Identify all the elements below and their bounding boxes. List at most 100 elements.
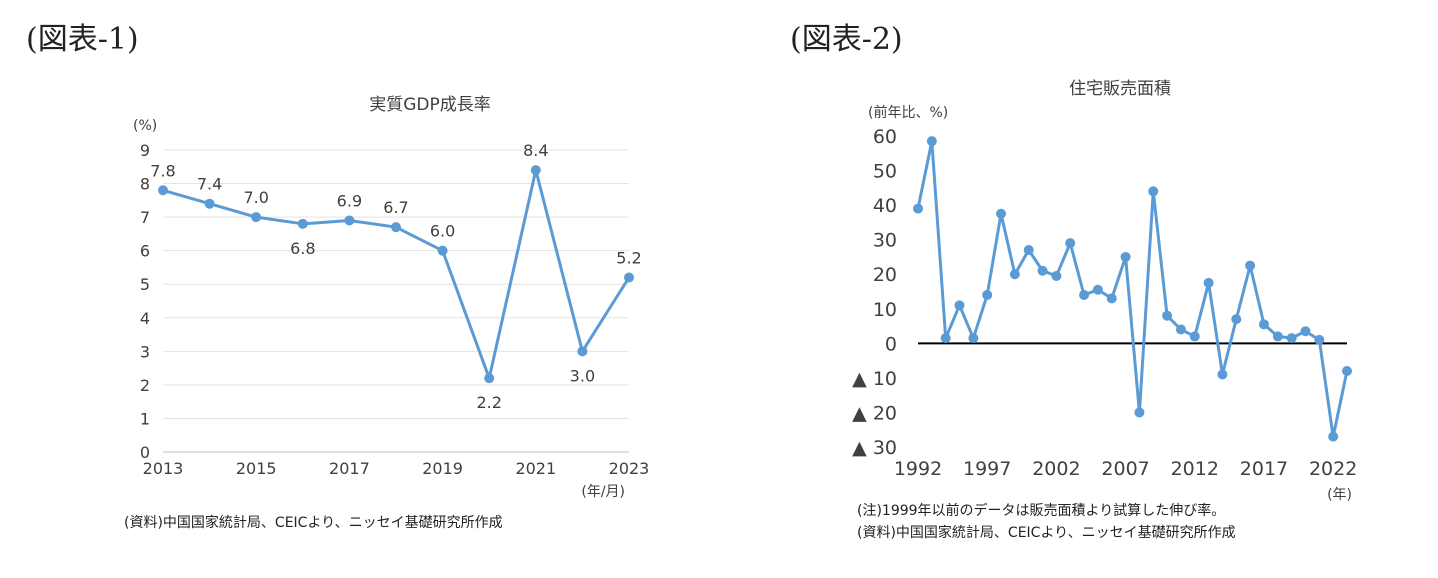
- chart2-point: [1134, 407, 1145, 418]
- chart2-point: [968, 333, 979, 344]
- chart2-y-tick: 40: [873, 195, 897, 217]
- figure1-label: (図表-1): [26, 22, 139, 57]
- chart2-point: [1009, 269, 1020, 280]
- chart2-point: [913, 203, 923, 214]
- chart2-point: [1023, 245, 1034, 256]
- chart2-point: [954, 300, 965, 311]
- gdp-growth-chart: 実質GDP成長率 (%) 0 1 2 3 4 5 6 7 8 9 2013 2015 2017 2019 202…: [133, 95, 649, 500]
- chart2-point: [940, 333, 951, 344]
- chart2-y-tick: 60: [873, 126, 897, 148]
- chart2-y-tick: 30: [873, 230, 897, 252]
- chart2-point: [1245, 260, 1256, 271]
- chart1-point: [297, 218, 308, 229]
- chart2-point: [926, 136, 937, 147]
- chart1-point: [437, 245, 448, 256]
- chart2-y-tick: 10: [873, 299, 897, 321]
- chart2-y-tick: 50: [873, 161, 897, 183]
- chart1-point: [158, 185, 168, 196]
- chart2-point: [1065, 238, 1076, 249]
- chart1-data-label: 6.0: [430, 222, 455, 241]
- chart2-point: [1148, 186, 1159, 197]
- chart1-x-tick: 2013: [143, 459, 184, 478]
- chart1-y-tick: 0: [140, 443, 150, 462]
- chart1-y-tick: 1: [140, 409, 150, 428]
- chart1-data-label: 3.0: [570, 366, 595, 385]
- chart2-point: [1272, 331, 1283, 342]
- chart1-y-tick: 8: [140, 175, 150, 194]
- chart2-y-tick: ▲ 30: [852, 437, 897, 459]
- chart2-series-line: [916, 139, 1349, 439]
- chart1-y-unit: (%): [133, 118, 157, 134]
- figure2-label: (図表-2): [790, 22, 903, 57]
- chart2-point: [1300, 326, 1311, 337]
- chart1-data-label: 6.7: [383, 198, 408, 217]
- chart2-point: [1217, 369, 1228, 380]
- chart1-point: [344, 215, 355, 226]
- chart2-point: [982, 289, 993, 300]
- chart1-point: [530, 165, 541, 176]
- chart1-x-unit: (年/月): [581, 484, 625, 500]
- chart2-point: [1079, 289, 1090, 300]
- chart1-y-tick: 4: [140, 309, 150, 328]
- chart2-point: [1162, 310, 1173, 321]
- chart1-x-tick: 2021: [515, 459, 556, 478]
- figure2-source: (資料)中国国家統計局、CEICより、ニッセイ基礎研究所作成: [857, 525, 1236, 541]
- chart2-point: [1051, 270, 1062, 281]
- chart1-data-label: 7.8: [150, 161, 175, 180]
- chart1-data-label: 6.8: [290, 239, 315, 258]
- chart1-point: [484, 373, 495, 384]
- chart2-y-tick: 0: [885, 333, 897, 355]
- chart2-x-tick: 2007: [1101, 458, 1149, 480]
- chart2-point: [1037, 265, 1048, 276]
- chart1-point: [577, 346, 588, 357]
- chart2-y-tick: ▲ 10: [852, 368, 897, 390]
- chart1-point: [624, 272, 634, 283]
- chart2-x-unit: (年): [1327, 487, 1352, 503]
- chart2-point: [1231, 314, 1242, 325]
- chart2-point: [1092, 284, 1103, 295]
- chart1-x-tick: 2023: [609, 459, 650, 478]
- chart1-y-tick: 9: [140, 141, 150, 160]
- chart1-data-label: 2.2: [476, 393, 501, 412]
- chart2-x-tick: 2012: [1171, 458, 1219, 480]
- chart2-point: [996, 208, 1007, 219]
- chart2-point: [1342, 365, 1352, 376]
- chart2-point: [1175, 324, 1186, 335]
- chart2-x-tick: 1997: [963, 458, 1011, 480]
- chart2-point: [1203, 277, 1214, 288]
- chart2-point: [1328, 431, 1339, 442]
- chart2-point: [1314, 334, 1325, 345]
- figure1-source: (資料)中国国家統計局、CEICより、ニッセイ基礎研究所作成: [124, 515, 503, 531]
- chart2-y-tick: 20: [873, 264, 897, 286]
- chart1-x-tick: 2015: [236, 459, 277, 478]
- chart1-title: 実質GDP成長率: [369, 95, 491, 115]
- chart2-y-unit: (前年比、%): [868, 104, 948, 121]
- chart1-x-tick: 2019: [422, 459, 463, 478]
- chart1-data-label: 7.0: [243, 188, 268, 207]
- chart2-x-tick: 2022: [1309, 458, 1357, 480]
- figure2-note: (注)1999年以前のデータは販売面積より試算した伸び率。: [857, 503, 1226, 519]
- chart1-point: [251, 212, 262, 223]
- chart2-x-tick: 2017: [1240, 458, 1288, 480]
- chart1-point: [204, 198, 215, 209]
- chart2-point: [1189, 331, 1200, 342]
- chart1-point: [391, 222, 401, 233]
- chart1-x-tick: 2017: [329, 459, 370, 478]
- chart2-point: [1120, 251, 1131, 262]
- chart2-point: [1258, 319, 1269, 330]
- chart2-title: 住宅販売面積: [1069, 79, 1171, 99]
- chart1-data-label: 6.9: [337, 191, 362, 210]
- chart2-point: [1286, 333, 1297, 344]
- chart1-data-label: 7.4: [197, 175, 222, 194]
- chart1-y-tick: 2: [140, 376, 150, 395]
- chart2-x-tick: 1992: [894, 458, 942, 480]
- chart1-y-tick: 7: [140, 208, 150, 227]
- chart1-y-tick: 3: [140, 342, 150, 361]
- chart2-y-tick: ▲ 20: [852, 402, 897, 424]
- chart2-x-tick: 2002: [1032, 458, 1080, 480]
- chart1-data-label: 8.4: [523, 141, 548, 160]
- chart2-point: [1106, 293, 1117, 304]
- chart1-y-tick: 5: [140, 275, 150, 294]
